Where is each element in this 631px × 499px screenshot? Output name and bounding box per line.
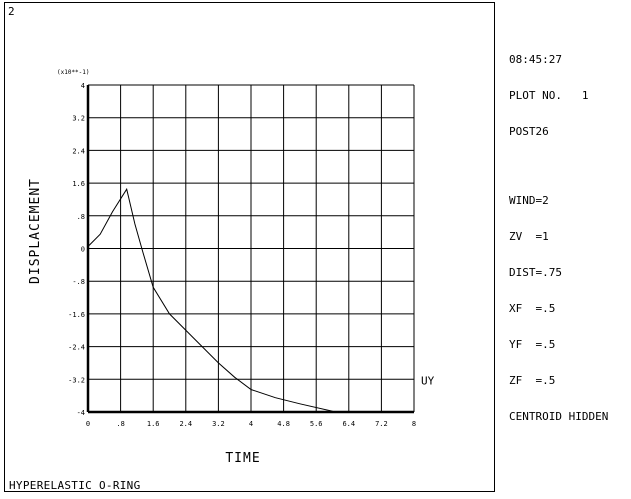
tick-labels: 0.8 1.6 2.4 3.2 4 4.8 5.6 6.4 7.2 843.22.41.6.80-… (68, 82, 416, 428)
x-tick-label: 4 (249, 420, 253, 428)
series-label: UY (421, 374, 435, 387)
x-tick-label: 6.4 (342, 420, 355, 428)
setting-zf: ZF =.5 (509, 374, 556, 387)
x-axis-title: TIME (225, 451, 260, 466)
series-line-uy (87, 187, 333, 412)
y-tick-label: -2.4 (68, 344, 85, 352)
plot-axes (86, 85, 414, 414)
y-tick-label: 2.4 (72, 147, 85, 155)
grid-lines (87, 84, 415, 413)
x-tick-label: 2.4 (179, 420, 192, 428)
x-tick-label: 8 (412, 420, 416, 428)
setting-xf: XF =.5 (509, 302, 556, 315)
y-tick-label: 0 (81, 246, 85, 254)
plot-title: HYPERELASTIC O-RING (9, 479, 141, 492)
y-tick-label: 4 (81, 82, 85, 90)
y-tick-label: -1.6 (68, 311, 85, 319)
x-tick-label: 0 (86, 420, 90, 428)
y-tick-label: -3.2 (68, 376, 85, 384)
setting-dist: DIST=.75 (509, 266, 562, 279)
y-tick-label: -.8 (72, 278, 85, 286)
plot-time: 08:45:27 (509, 53, 562, 66)
graphics-window-frame (4, 2, 495, 492)
y-tick-label: -4 (77, 409, 85, 417)
setting-centroid: CENTROID HIDDEN (509, 410, 609, 423)
y-axis-title: DISPLACEMENT (28, 178, 43, 284)
x-tick-label: 5.6 (310, 420, 323, 428)
setting-wind: WIND=2 (509, 194, 549, 207)
y-tick-label: 3.2 (72, 115, 85, 123)
x-tick-label: 7.2 (375, 420, 388, 428)
y-tick-label: 1.6 (72, 180, 85, 188)
setting-zv: ZV =1 (509, 230, 549, 243)
setting-yf: YF =.5 (509, 338, 556, 351)
x-tick-label: .8 (116, 420, 124, 428)
y-multiplier-label: (x10**-1) (57, 69, 90, 76)
y-tick-label: .8 (77, 213, 85, 221)
series-lines: UY (87, 187, 435, 412)
plot-info-panel: 08:45:27 PLOT NO. 1 POST26 WIND=2 ZV =1 … (509, 30, 608, 435)
window-number: 2 (8, 5, 15, 18)
program-name: POST26 (509, 125, 549, 138)
x-tick-label: 3.2 (212, 420, 225, 428)
x-tick-label: 4.8 (277, 420, 290, 428)
x-tick-label: 1.6 (147, 420, 160, 428)
plot-number: PLOT NO. 1 (509, 89, 589, 102)
